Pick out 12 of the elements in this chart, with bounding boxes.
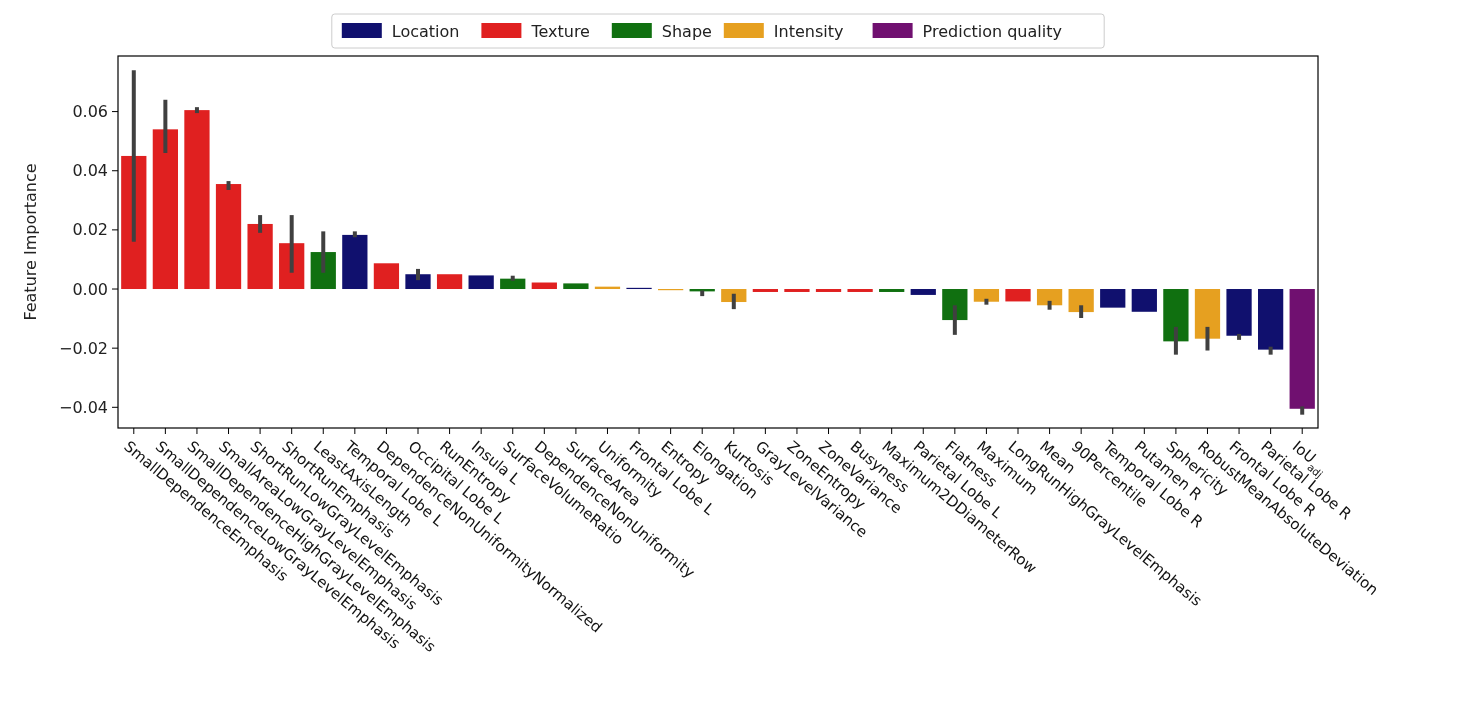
legend-label: Intensity — [773, 21, 844, 41]
y-tick-label: −0.02 — [58, 338, 108, 358]
y-tick-label: 0.06 — [72, 102, 108, 122]
y-tick-label: −0.04 — [58, 397, 108, 417]
y-tick-label: 0.00 — [72, 279, 108, 299]
legend-label: Texture — [530, 21, 590, 41]
legend-label: Shape — [661, 21, 712, 41]
y-tick-label: 0.02 — [72, 220, 108, 240]
y-axis-title: Feature Importance — [21, 163, 40, 321]
legend-label: Prediction quality — [922, 21, 1062, 41]
y-tick-label: 0.04 — [72, 161, 108, 181]
legend-label: Location — [391, 21, 460, 41]
